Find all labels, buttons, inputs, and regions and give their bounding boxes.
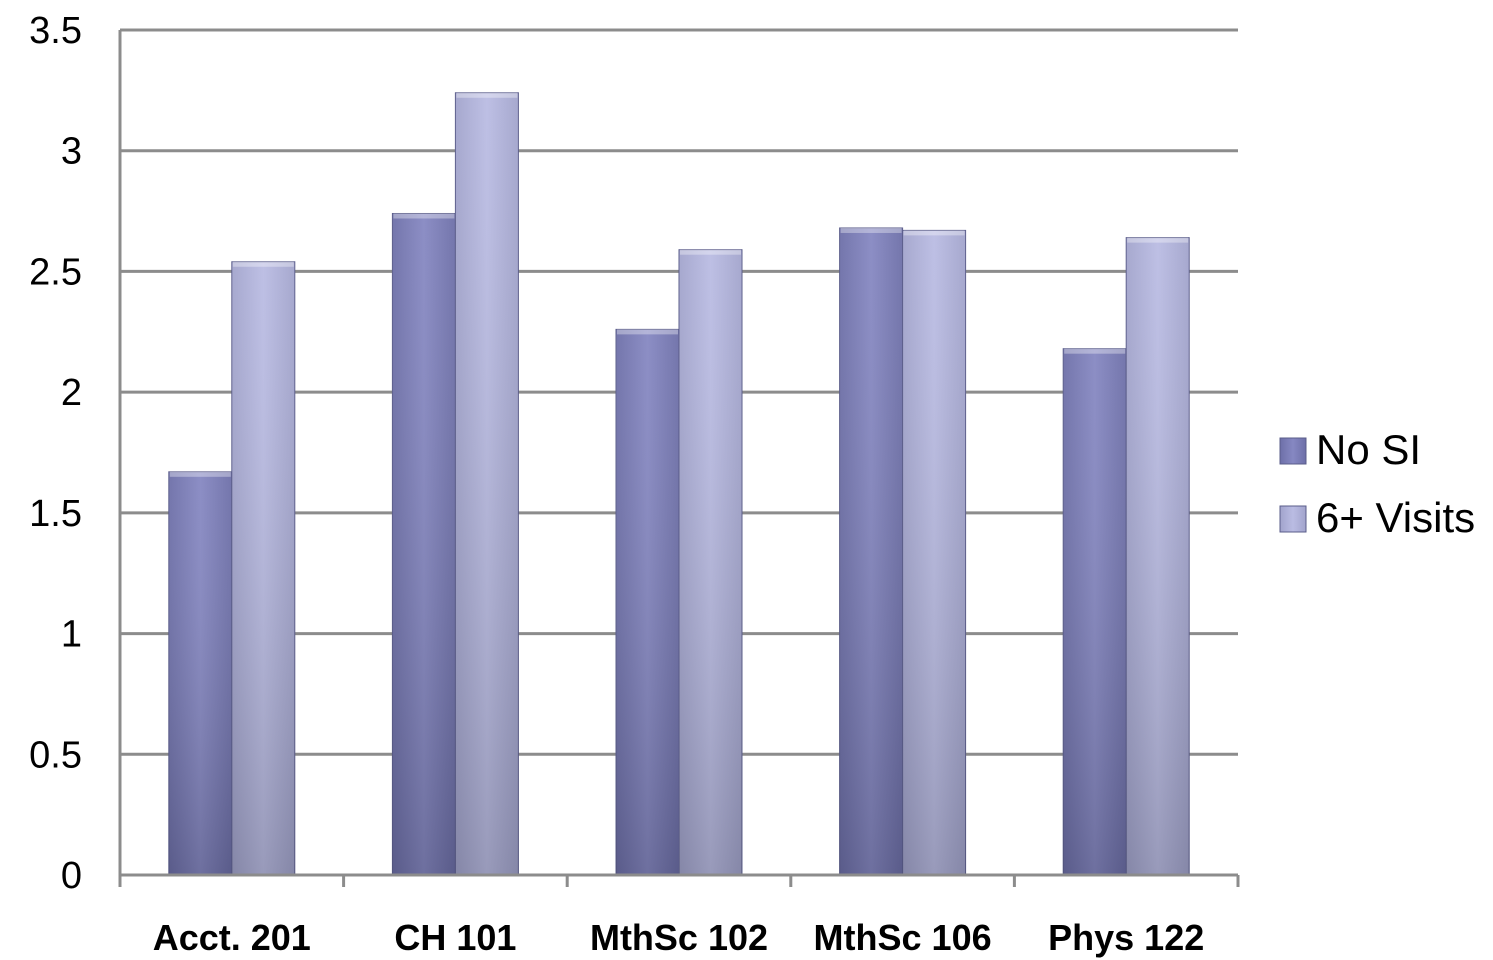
legend-label: No SI <box>1316 426 1421 473</box>
bar-shading <box>231 261 295 875</box>
bar-top-bevel <box>840 227 902 233</box>
bar-top-bevel <box>903 230 965 236</box>
bar-top-bevel <box>393 213 455 219</box>
bar-top-bevel <box>617 329 678 335</box>
y-tick-label: 1 <box>61 614 82 656</box>
bar-top-bevel <box>169 471 231 477</box>
bar-top-bevel <box>680 249 741 255</box>
bars <box>168 92 1190 876</box>
bar-shading <box>455 92 519 876</box>
axes <box>118 30 1240 887</box>
bar-shading <box>392 213 456 875</box>
y-tick-label: 0.5 <box>29 734 82 776</box>
legend-swatch <box>1279 437 1307 465</box>
y-tick-label: 3.5 <box>29 10 82 52</box>
x-tick-label: MthSc 106 <box>814 917 992 958</box>
legend-label: 6+ Visits <box>1316 494 1475 541</box>
x-tick-label: Phys 122 <box>1048 917 1204 958</box>
y-tick-label: 2 <box>61 372 82 414</box>
x-tick-label: Acct. 201 <box>153 917 311 958</box>
bar-shading <box>1126 237 1190 876</box>
bar-shading <box>168 471 232 875</box>
y-tick-label: 1.5 <box>29 493 82 535</box>
tick-labels: 0 0.5 1 1.5 2 2.5 3 3.5 Acct. 201 CH 101 MthSc 102… <box>29 10 1204 958</box>
x-tick-label: CH 101 <box>394 917 516 958</box>
bar-top-bevel <box>456 92 518 98</box>
bar-shading <box>616 329 679 875</box>
bar-shading <box>679 249 742 875</box>
x-tick-label: MthSc 102 <box>590 917 768 958</box>
y-tick-label: 3 <box>61 131 82 173</box>
bar-top-bevel <box>1064 348 1126 354</box>
bar-top-bevel <box>1127 237 1189 243</box>
legend: No SI 6+ Visits <box>1279 426 1475 541</box>
bar-shading <box>902 230 966 875</box>
y-tick-label: 2.5 <box>29 251 82 293</box>
bar-shading <box>1063 348 1127 876</box>
legend-swatch <box>1279 505 1307 533</box>
y-tick-label: 0 <box>61 855 82 897</box>
bar-shading <box>839 227 903 875</box>
bar-top-bevel <box>232 261 294 267</box>
